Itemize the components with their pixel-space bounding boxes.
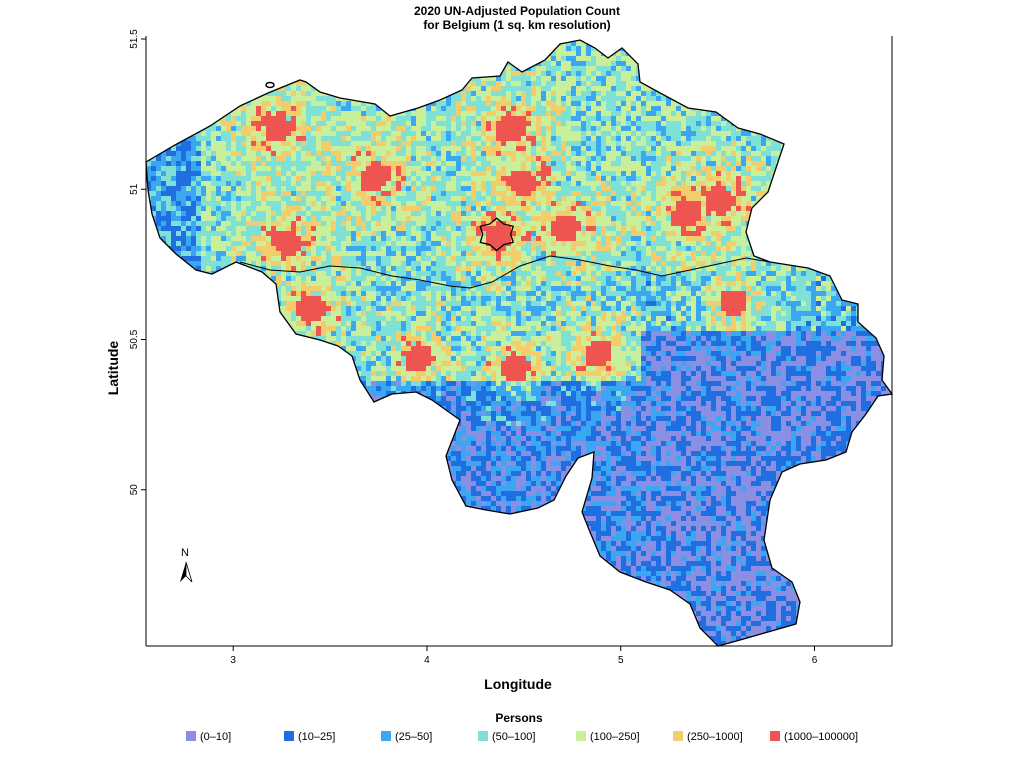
x-tick-label: 6 — [812, 655, 818, 666]
y-axis-title: Latitude — [105, 341, 121, 396]
legend-label: (10–25] — [298, 731, 335, 743]
legend-swatch — [381, 731, 391, 741]
y-ticks: 50 50.5 51 51.5 — [129, 29, 146, 495]
legend-title: Persons — [495, 711, 543, 725]
legend-label: (250–1000] — [687, 731, 743, 743]
legend-swatch — [284, 731, 294, 741]
population-raster — [146, 40, 892, 646]
country-boundary — [145, 39, 894, 647]
map-title-line1: 2020 UN-Adjusted Population Count — [414, 4, 620, 18]
legend-label: (1000–100000] — [784, 731, 858, 743]
legend-label: (50–100] — [492, 731, 535, 743]
y-tick-label: 50 — [129, 484, 140, 496]
x-tick-label: 3 — [230, 655, 236, 666]
map-title-line2: for Belgium (1 sq. km resolution) — [423, 18, 610, 32]
legend-swatch — [770, 731, 780, 741]
y-tick-label: 50.5 — [129, 329, 140, 349]
x-tick-label: 4 — [424, 655, 430, 666]
legend-swatch — [673, 731, 683, 741]
north-label: N — [181, 547, 189, 559]
legend-swatch — [478, 731, 488, 741]
legend: (0–10] (10–25] (25–50] (50–100] (100–250] (25… — [186, 731, 858, 743]
north-arrow: N — [180, 547, 193, 583]
legend-label: (25–50] — [395, 731, 432, 743]
x-ticks: 3 4 5 6 — [230, 646, 818, 666]
brussels-boundary — [479, 217, 515, 252]
x-tick-label: 5 — [618, 655, 624, 666]
legend-swatch — [576, 731, 586, 741]
legend-label: (100–250] — [590, 731, 640, 743]
legend-swatch — [186, 731, 196, 741]
y-tick-label: 51.5 — [129, 29, 140, 49]
region-boundary — [239, 255, 771, 289]
y-tick-label: 51 — [129, 183, 140, 195]
legend-label: (0–10] — [200, 731, 231, 743]
x-axis-title: Longitude — [484, 676, 552, 692]
coast-harbour-feature — [265, 81, 275, 89]
